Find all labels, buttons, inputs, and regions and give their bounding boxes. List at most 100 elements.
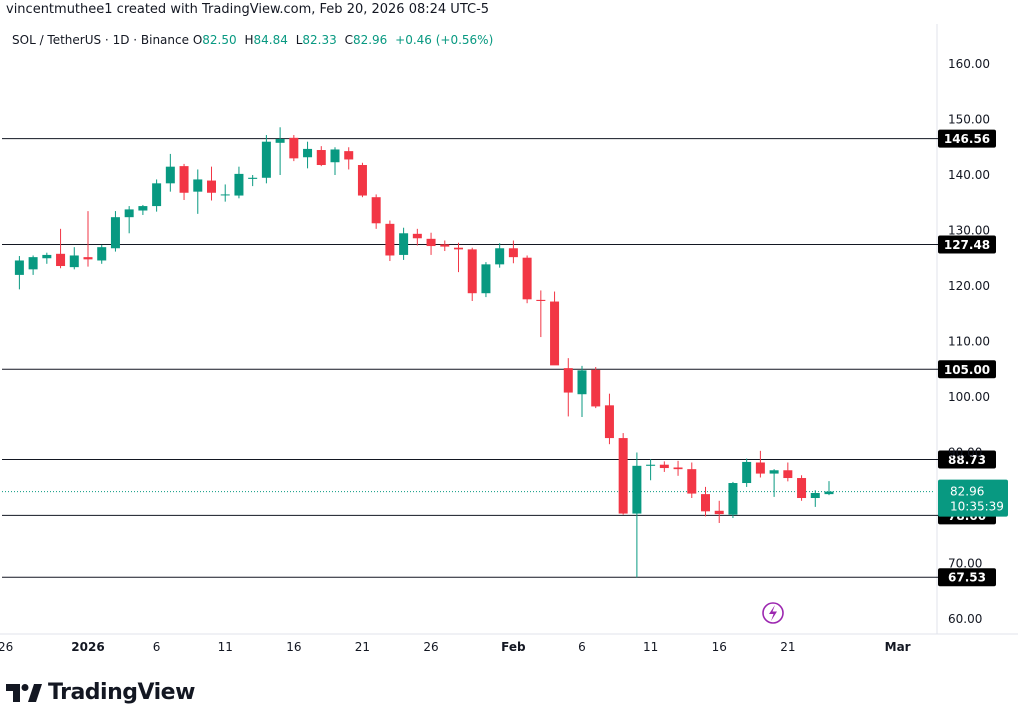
- y-tick-label: 160.00: [948, 57, 990, 71]
- candle: [440, 240, 450, 252]
- candle: [165, 153, 175, 192]
- candle: [248, 175, 258, 187]
- candle-body: [769, 470, 779, 474]
- x-tick-label: 6: [153, 640, 161, 654]
- candle-body: [124, 209, 134, 218]
- candle-body: [97, 247, 107, 261]
- candle-body: [783, 470, 793, 479]
- candle-body: [165, 166, 175, 184]
- candle: [454, 242, 463, 273]
- low-value: 82.33: [302, 33, 337, 47]
- candle-body: [412, 233, 422, 239]
- y-tick-label: 130.00: [948, 224, 990, 238]
- candle-body: [289, 137, 299, 159]
- chart-credit: vincentmuthee1 created with TradingView.…: [6, 2, 490, 17]
- open-label: O: [192, 33, 203, 47]
- candle: [385, 220, 395, 262]
- candle-body: [454, 247, 463, 250]
- candle-body: [728, 483, 738, 515]
- candle: [742, 458, 752, 487]
- y-tick-label: 90.00: [948, 446, 982, 460]
- price-level-badge: [938, 129, 996, 148]
- y-tick-label: 150.00: [948, 113, 990, 127]
- price-axis[interactable]: 160.00 150.00 140.00 130.00 120.00 110.00 100.…: [948, 57, 990, 626]
- y-tick-label: 100.00: [948, 390, 990, 404]
- change-value: +0.46 (+0.56%): [395, 33, 494, 47]
- candle-body: [824, 491, 834, 495]
- candle: [234, 166, 244, 199]
- candle-body: [536, 299, 546, 301]
- candle-body: [220, 194, 230, 196]
- candlestick-series: [14, 127, 834, 578]
- candle-body: [207, 180, 216, 193]
- candle-body: [371, 197, 381, 224]
- candle: [357, 162, 367, 198]
- x-tick-label: 26: [423, 640, 438, 654]
- price-level-badge: [938, 360, 996, 379]
- x-tick-label: 11: [643, 640, 658, 654]
- candle: [604, 393, 614, 445]
- y-tick-label: 110.00: [948, 335, 990, 349]
- candle-body: [385, 223, 395, 256]
- candle: [207, 166, 216, 201]
- candle: [728, 481, 738, 518]
- candle: [330, 147, 340, 175]
- price-level-label: 88.73: [948, 453, 986, 467]
- candle-body: [303, 148, 313, 158]
- candle: [412, 228, 422, 246]
- candle-body: [577, 370, 587, 395]
- candle: [83, 211, 93, 267]
- x-tick-label: 11: [218, 640, 233, 654]
- candle-body: [632, 465, 642, 514]
- symbol-title[interactable]: SOL / TetherUS · 1D · Binance: [12, 33, 189, 47]
- close-value: 82.96: [352, 33, 388, 47]
- candle-body: [701, 494, 710, 512]
- lightning-event-icon[interactable]: [762, 602, 784, 624]
- candle: [467, 247, 477, 301]
- candle-body: [110, 217, 120, 249]
- candle: [632, 452, 642, 578]
- high-label: H: [244, 33, 254, 47]
- price-level-label: 127.48: [944, 238, 990, 252]
- candle: [824, 481, 834, 496]
- y-tick-label: 140.00: [948, 168, 990, 182]
- candle: [124, 206, 134, 234]
- candle-body: [193, 179, 203, 192]
- high-value: 84.84: [253, 33, 288, 47]
- candle-body: [604, 405, 614, 439]
- candle: [591, 367, 601, 409]
- candle-body: [330, 149, 340, 163]
- price-chart[interactable]: 146.56127.48105.0088.7378.6667.5382.9610…: [0, 24, 1018, 660]
- price-level-badge: [938, 568, 996, 587]
- time-axis[interactable]: 26 2026 6 11 16 21 26 Feb 6 11 16 21 Mar: [0, 640, 911, 654]
- candle-body: [83, 257, 93, 260]
- candle-body: [56, 253, 66, 267]
- candle: [344, 147, 354, 170]
- candle: [508, 240, 518, 264]
- price-level-badge: [938, 235, 996, 254]
- candle: [495, 243, 505, 268]
- x-tick-label: 21: [355, 640, 370, 654]
- candle: [69, 247, 79, 270]
- candle: [618, 433, 628, 515]
- candle: [769, 469, 779, 497]
- candle: [755, 450, 765, 478]
- candle: [399, 227, 409, 260]
- candle: [28, 255, 38, 275]
- candle: [289, 135, 299, 162]
- candle-body: [495, 248, 505, 265]
- tradingview-brand[interactable]: TradingView: [6, 680, 195, 705]
- candle-body: [42, 254, 52, 259]
- price-level-label: 105.00: [944, 363, 990, 377]
- candle-body: [659, 464, 669, 469]
- candle: [714, 500, 724, 523]
- y-tick-label: 60.00: [948, 612, 982, 626]
- x-tick-label: 6: [578, 640, 586, 654]
- candle-body: [261, 141, 271, 178]
- x-tick-label: 26: [0, 640, 13, 654]
- candle: [138, 204, 148, 215]
- candle-body: [316, 150, 326, 166]
- candle: [179, 163, 189, 200]
- candle: [701, 486, 710, 517]
- last-price-badge[interactable]: [938, 479, 1008, 517]
